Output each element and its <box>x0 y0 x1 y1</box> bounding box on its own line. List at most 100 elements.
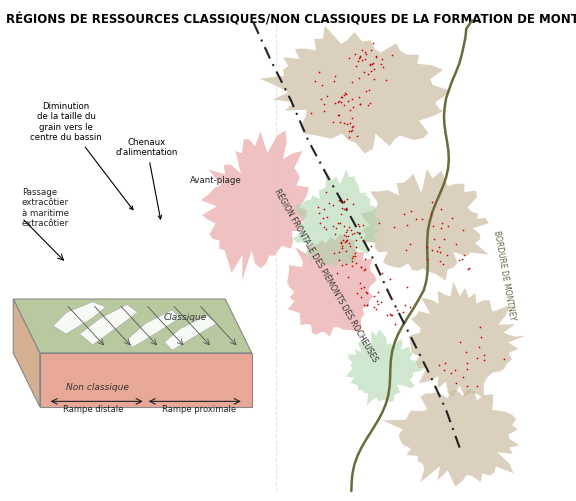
Point <box>473 382 482 390</box>
Point <box>427 245 436 254</box>
Point <box>342 226 351 234</box>
Point <box>358 56 367 64</box>
Point <box>342 120 351 128</box>
Point <box>352 132 361 140</box>
Point <box>344 97 353 105</box>
Point <box>307 109 316 117</box>
Point <box>347 78 357 86</box>
Polygon shape <box>346 330 423 406</box>
Point <box>356 53 365 61</box>
Point <box>346 106 355 114</box>
Text: Non classique: Non classique <box>66 383 129 392</box>
Point <box>441 359 450 367</box>
Point <box>476 333 485 341</box>
Point <box>378 55 387 63</box>
Point <box>444 222 453 230</box>
Point <box>336 238 346 246</box>
Point <box>463 365 472 373</box>
Point <box>361 288 370 296</box>
Point <box>360 284 369 292</box>
Point <box>372 53 381 61</box>
Polygon shape <box>13 299 40 407</box>
Point <box>369 75 378 83</box>
Point <box>363 101 373 109</box>
Text: Rampe proximale: Rampe proximale <box>162 405 236 414</box>
Point <box>314 68 324 76</box>
Point <box>342 231 351 239</box>
Point <box>401 301 410 309</box>
Point <box>341 204 350 212</box>
Point <box>359 69 368 77</box>
Point <box>335 197 344 205</box>
Point <box>359 301 369 309</box>
Point <box>341 236 350 244</box>
Point <box>359 266 368 274</box>
Point <box>324 199 334 207</box>
Point <box>340 205 349 213</box>
Point <box>351 249 360 257</box>
Point <box>329 249 339 258</box>
Point <box>458 373 468 381</box>
Point <box>369 59 378 67</box>
Point <box>405 240 414 248</box>
Point <box>340 237 349 245</box>
Point <box>354 57 363 65</box>
Point <box>358 221 367 229</box>
Point <box>361 48 370 56</box>
Point <box>353 220 362 228</box>
Point <box>411 215 420 223</box>
Point <box>400 209 409 217</box>
Polygon shape <box>164 315 217 350</box>
Point <box>389 223 399 231</box>
Point <box>348 122 358 130</box>
Point <box>321 188 330 196</box>
Point <box>438 219 447 227</box>
Point <box>340 222 349 230</box>
Point <box>387 51 396 59</box>
Point <box>345 242 354 250</box>
Point <box>344 238 354 246</box>
Text: Chenaux
d'alimentation: Chenaux d'alimentation <box>116 138 178 219</box>
Polygon shape <box>79 305 138 345</box>
Point <box>339 231 348 239</box>
Point <box>319 100 328 108</box>
Point <box>457 256 466 264</box>
Point <box>436 248 445 256</box>
Point <box>439 366 449 374</box>
Point <box>401 246 410 254</box>
Point <box>361 87 370 95</box>
Point <box>364 86 373 94</box>
Point <box>452 240 461 248</box>
Text: Classique: Classique <box>164 314 207 322</box>
Point <box>372 297 381 305</box>
Point <box>338 242 347 250</box>
Point <box>463 382 472 390</box>
Point <box>356 53 365 61</box>
Point <box>366 241 375 249</box>
Point <box>459 251 468 259</box>
Point <box>354 222 363 230</box>
Point <box>361 265 370 273</box>
Point <box>338 236 347 244</box>
Point <box>479 356 488 364</box>
Point <box>340 119 349 127</box>
Text: RÉGION FRONTALE DES PIÉMONTS DES ROCHEUSES: RÉGION FRONTALE DES PIÉMONTS DES ROCHEUS… <box>272 187 379 364</box>
Point <box>344 127 353 135</box>
Point <box>348 258 357 266</box>
Point <box>344 54 354 62</box>
Point <box>330 99 339 107</box>
Point <box>347 254 357 262</box>
Point <box>334 97 343 105</box>
Point <box>367 67 376 75</box>
Point <box>366 61 375 69</box>
Point <box>341 247 350 256</box>
Polygon shape <box>409 282 525 398</box>
Text: Rampe distale: Rampe distale <box>63 405 123 414</box>
Point <box>323 92 332 100</box>
Polygon shape <box>383 389 520 486</box>
Point <box>376 61 385 69</box>
Point <box>344 133 354 141</box>
Point <box>334 247 343 256</box>
Point <box>356 284 365 292</box>
Point <box>346 226 355 234</box>
